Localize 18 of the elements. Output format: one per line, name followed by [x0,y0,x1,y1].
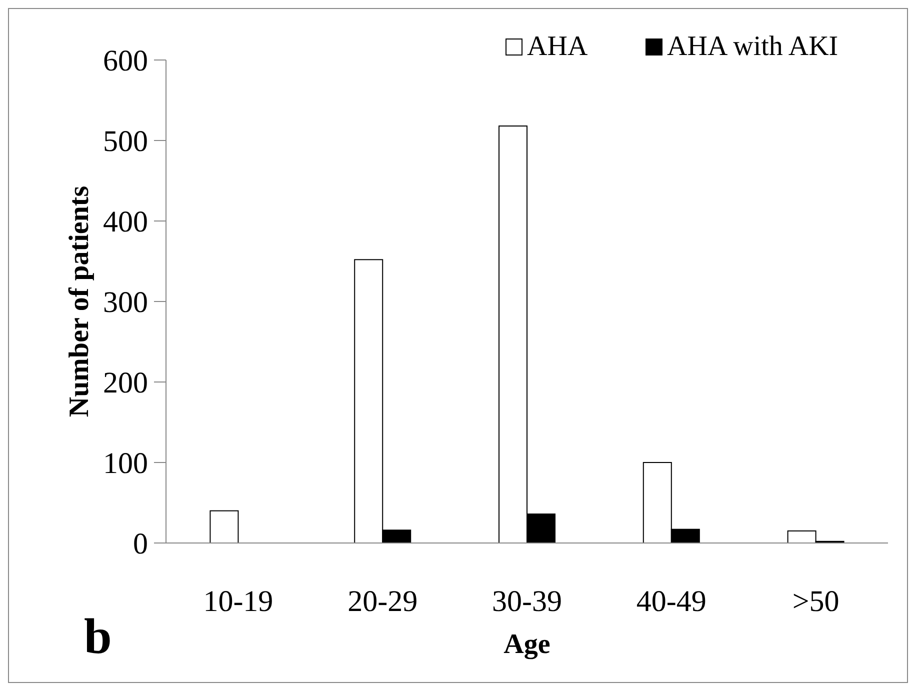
y-tick-label: 200 [103,366,148,400]
x-axis-title: Age [504,629,550,660]
y-tick-label: 100 [103,447,148,480]
x-tick-label: 10-19 [203,585,274,618]
x-tick-label: 20-29 [348,585,418,618]
legend-label: AHA [527,31,588,62]
y-tick-label: 600 [103,44,148,78]
y-tick-label: 0 [133,528,148,560]
x-tick-label: 40-49 [636,585,706,618]
y-tick-label: 400 [103,206,148,238]
x-tick-label: 30-39 [492,585,562,618]
y-tick-label: 300 [103,286,148,319]
legend-label: AHA with AKI [667,31,838,62]
y-tick-label: 500 [103,125,148,158]
y-axis-title: Number of patients [64,186,95,418]
text: b [84,608,112,664]
bar [210,510,239,544]
x-tick-label: >50 [792,585,840,618]
